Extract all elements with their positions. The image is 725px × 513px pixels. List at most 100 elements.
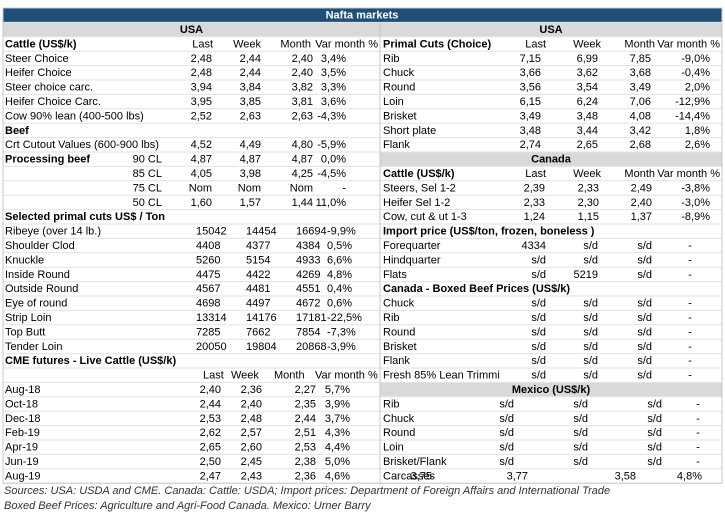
cell-value: 7662 bbox=[246, 326, 270, 338]
row-label: 75 CL bbox=[133, 182, 162, 194]
cell-value: 2,65 bbox=[577, 139, 598, 151]
region-label: Canada bbox=[531, 154, 572, 166]
cell-value: - bbox=[688, 341, 692, 353]
cell-value: s/d bbox=[583, 298, 598, 310]
row-label: Outside Round bbox=[5, 283, 78, 295]
cell-value: 4377 bbox=[246, 240, 270, 252]
cell-value: 1,15 bbox=[578, 211, 599, 223]
region-label: USA bbox=[180, 24, 203, 36]
cell-value: s/d bbox=[637, 298, 652, 310]
cell-value: 3,9% bbox=[325, 398, 350, 410]
cell-value: s/d bbox=[531, 326, 546, 338]
cell-value: s/d bbox=[647, 398, 662, 410]
cell-value: -9,0% bbox=[681, 53, 710, 65]
cell-value: 4,3% bbox=[325, 427, 350, 439]
cell-value: 7,15 bbox=[520, 53, 541, 65]
sources-line: Boxed Beef Prices: Agriculture and Agri-… bbox=[4, 500, 372, 512]
cell-value: 4933 bbox=[296, 254, 320, 266]
cell-value: s/d bbox=[499, 442, 514, 454]
cell-value: 6,24 bbox=[577, 96, 598, 108]
cell-value: 4,8% bbox=[327, 269, 352, 281]
row-label: Feb-19 bbox=[5, 427, 40, 439]
cell-value: - bbox=[696, 427, 700, 439]
row-label: Round bbox=[383, 427, 415, 439]
cell-value: 2,36 bbox=[241, 384, 262, 396]
cell-value: 0,5% bbox=[327, 240, 352, 252]
cell-value: 3,81 bbox=[292, 96, 313, 108]
section-heading: CME futures - Live Cattle (US$/k) bbox=[5, 355, 176, 367]
cell-value: s/d bbox=[573, 398, 588, 410]
row-label: Flank bbox=[383, 139, 410, 151]
cell-value: 16694 bbox=[296, 226, 327, 238]
row-label: Rib bbox=[383, 398, 400, 410]
row-label: Knuckle bbox=[5, 254, 44, 266]
cell-value: 0,0% bbox=[321, 154, 346, 166]
row-label: Steer Choice bbox=[5, 53, 69, 65]
region-label: Mexico (US$/k) bbox=[512, 384, 591, 396]
column-header: Last bbox=[525, 168, 546, 180]
cell-value: 5219 bbox=[574, 269, 598, 281]
row-label: Heifer Choice bbox=[5, 67, 72, 79]
cell-value: 2,43 bbox=[241, 470, 262, 482]
row-label: Flats bbox=[383, 269, 407, 281]
cell-value: 2,6% bbox=[685, 139, 710, 151]
cell-value: 7285 bbox=[196, 326, 220, 338]
cell-value: 2,44 bbox=[200, 398, 221, 410]
cell-value: 2,62 bbox=[200, 427, 221, 439]
table-title: Nafta markets bbox=[326, 9, 399, 21]
cell-value: -3,8% bbox=[681, 182, 710, 194]
region-band bbox=[3, 22, 380, 37]
row-label: Brisket/Flank bbox=[383, 456, 447, 468]
cell-value: 0,4% bbox=[327, 283, 352, 295]
cell-value: 4,08 bbox=[630, 110, 651, 122]
cell-value: s/d bbox=[637, 355, 652, 367]
column-header: Var month % bbox=[657, 168, 720, 180]
cell-value: -0,4% bbox=[681, 67, 710, 79]
cell-value: - bbox=[688, 326, 692, 338]
cell-value: 4,25 bbox=[292, 168, 313, 180]
cell-value: s/d bbox=[647, 456, 662, 468]
cell-value: 2,51 bbox=[295, 427, 316, 439]
cell-value: 6,6% bbox=[327, 254, 352, 266]
cell-value: 2,45 bbox=[241, 456, 262, 468]
cell-value: 2,44 bbox=[295, 413, 316, 425]
cell-value: - bbox=[688, 269, 692, 281]
region-band bbox=[380, 382, 722, 397]
cell-value: 20050 bbox=[196, 341, 227, 353]
region-band bbox=[380, 152, 722, 166]
row-label: Round bbox=[383, 82, 415, 94]
cell-value: s/d bbox=[583, 240, 598, 252]
cell-value: 17181 bbox=[296, 312, 327, 324]
row-label: Eye of round bbox=[5, 298, 67, 310]
cell-value: - bbox=[688, 240, 692, 252]
cell-value: - bbox=[688, 254, 692, 266]
row-label: Dec-18 bbox=[5, 413, 40, 425]
cell-value: 4,52 bbox=[191, 139, 212, 151]
cell-value: Nom bbox=[238, 182, 261, 194]
cell-value: 6,15 bbox=[520, 96, 541, 108]
cell-value: 3,98 bbox=[240, 168, 261, 180]
cell-value: 11,0% bbox=[316, 197, 347, 209]
cell-value: 2,52 bbox=[191, 110, 212, 122]
cell-value: 3,48 bbox=[577, 110, 598, 122]
cell-value: s/d bbox=[499, 427, 514, 439]
row-label: Ribeye (over 14 lb.) bbox=[5, 226, 101, 238]
row-label: Strip Loin bbox=[5, 312, 51, 324]
title-bar bbox=[3, 8, 722, 22]
cell-value: s/d bbox=[637, 370, 652, 382]
cell-value: 2,35 bbox=[295, 398, 316, 410]
cell-value: -9,9% bbox=[327, 226, 356, 238]
cell-value: 4567 bbox=[196, 283, 220, 295]
cell-value: 2,50 bbox=[200, 456, 221, 468]
column-header: Month bbox=[624, 38, 655, 50]
cell-value: 1,24 bbox=[524, 211, 545, 223]
row-label: Fresh 85% Lean Trimmi bbox=[383, 370, 500, 382]
cell-value: 20868 bbox=[296, 341, 327, 353]
row-label: Tender Loin bbox=[5, 341, 63, 353]
cell-value: s/d bbox=[647, 413, 662, 425]
section-heading: Selected primal cuts US$ / Ton bbox=[5, 211, 165, 223]
cell-value: -5,9% bbox=[317, 139, 346, 151]
cell-value: 7,85 bbox=[630, 53, 651, 65]
cell-value: s/d bbox=[573, 442, 588, 454]
